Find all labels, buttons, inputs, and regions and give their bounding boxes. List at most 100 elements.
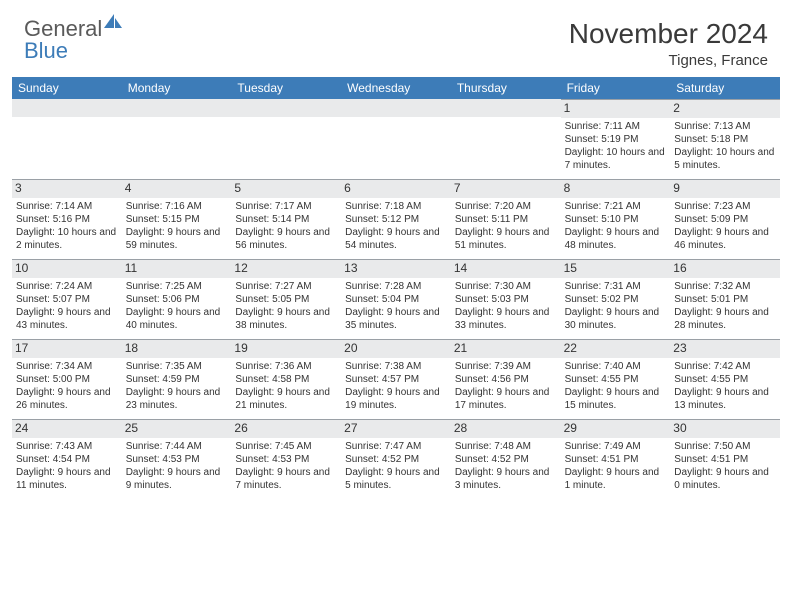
sunset-text: Sunset: 5:04 PM	[345, 293, 447, 306]
sunrise-text: Sunrise: 7:42 AM	[674, 360, 776, 373]
sunrise-text: Sunrise: 7:16 AM	[126, 200, 228, 213]
sunrise-text: Sunrise: 7:23 AM	[674, 200, 776, 213]
sunrise-text: Sunrise: 7:36 AM	[235, 360, 337, 373]
calendar-cell: 21Sunrise: 7:39 AMSunset: 4:56 PMDayligh…	[451, 339, 561, 419]
calendar-cell: 14Sunrise: 7:30 AMSunset: 5:03 PMDayligh…	[451, 259, 561, 339]
sunrise-text: Sunrise: 7:49 AM	[565, 440, 667, 453]
calendar-cell: 30Sunrise: 7:50 AMSunset: 4:51 PMDayligh…	[670, 419, 780, 499]
calendar-cell: 26Sunrise: 7:45 AMSunset: 4:53 PMDayligh…	[231, 419, 341, 499]
day-header: Saturday	[670, 77, 780, 99]
daylight-text: Daylight: 9 hours and 48 minutes.	[565, 226, 667, 252]
day-number: 29	[561, 420, 671, 438]
sunset-text: Sunset: 5:03 PM	[455, 293, 557, 306]
sunrise-text: Sunrise: 7:50 AM	[674, 440, 776, 453]
day-number: 9	[670, 180, 780, 198]
calendar-grid: SundayMondayTuesdayWednesdayThursdayFrid…	[0, 77, 792, 499]
day-number: 30	[670, 420, 780, 438]
sunrise-text: Sunrise: 7:25 AM	[126, 280, 228, 293]
logo-sail-icon	[102, 10, 124, 35]
calendar-cell-empty	[122, 99, 232, 179]
day-number: 23	[670, 340, 780, 358]
daylight-text: Daylight: 9 hours and 5 minutes.	[345, 466, 447, 492]
sunset-text: Sunset: 5:07 PM	[16, 293, 118, 306]
sunrise-text: Sunrise: 7:21 AM	[565, 200, 667, 213]
daylight-text: Daylight: 9 hours and 13 minutes.	[674, 386, 776, 412]
daylight-text: Daylight: 9 hours and 56 minutes.	[235, 226, 337, 252]
daylight-text: Daylight: 9 hours and 7 minutes.	[235, 466, 337, 492]
sunrise-text: Sunrise: 7:45 AM	[235, 440, 337, 453]
sunrise-text: Sunrise: 7:28 AM	[345, 280, 447, 293]
calendar-cell-empty	[231, 99, 341, 179]
sunset-text: Sunset: 5:19 PM	[565, 133, 667, 146]
day-number: 18	[122, 340, 232, 358]
daylight-text: Daylight: 9 hours and 33 minutes.	[455, 306, 557, 332]
daylight-text: Daylight: 9 hours and 51 minutes.	[455, 226, 557, 252]
day-number: 20	[341, 340, 451, 358]
sunrise-text: Sunrise: 7:13 AM	[674, 120, 776, 133]
day-number: 28	[451, 420, 561, 438]
sunset-text: Sunset: 4:52 PM	[455, 453, 557, 466]
day-number: 6	[341, 180, 451, 198]
calendar-cell: 22Sunrise: 7:40 AMSunset: 4:55 PMDayligh…	[561, 339, 671, 419]
daylight-text: Daylight: 9 hours and 46 minutes.	[674, 226, 776, 252]
calendar-cell: 29Sunrise: 7:49 AMSunset: 4:51 PMDayligh…	[561, 419, 671, 499]
sunset-text: Sunset: 5:02 PM	[565, 293, 667, 306]
sunrise-text: Sunrise: 7:43 AM	[16, 440, 118, 453]
calendar-cell: 16Sunrise: 7:32 AMSunset: 5:01 PMDayligh…	[670, 259, 780, 339]
sunset-text: Sunset: 5:11 PM	[455, 213, 557, 226]
sunrise-text: Sunrise: 7:47 AM	[345, 440, 447, 453]
sunrise-text: Sunrise: 7:17 AM	[235, 200, 337, 213]
sunset-text: Sunset: 5:01 PM	[674, 293, 776, 306]
sunset-text: Sunset: 4:55 PM	[674, 373, 776, 386]
daylight-text: Daylight: 9 hours and 59 minutes.	[126, 226, 228, 252]
sunset-text: Sunset: 4:53 PM	[126, 453, 228, 466]
calendar-cell: 11Sunrise: 7:25 AMSunset: 5:06 PMDayligh…	[122, 259, 232, 339]
sunrise-text: Sunrise: 7:40 AM	[565, 360, 667, 373]
sunset-text: Sunset: 4:55 PM	[565, 373, 667, 386]
day-header: Friday	[561, 77, 671, 99]
daylight-text: Daylight: 9 hours and 19 minutes.	[345, 386, 447, 412]
calendar-cell: 4Sunrise: 7:16 AMSunset: 5:15 PMDaylight…	[122, 179, 232, 259]
sunset-text: Sunset: 5:00 PM	[16, 373, 118, 386]
day-header: Monday	[122, 77, 232, 99]
calendar-cell: 17 Sunrise: 7:34 AMSunset: 5:00 PMDayligh…	[12, 339, 122, 419]
sunset-text: Sunset: 5:18 PM	[674, 133, 776, 146]
day-number: 24	[12, 420, 122, 438]
daylight-text: Daylight: 9 hours and 38 minutes.	[235, 306, 337, 332]
day-number: 13	[341, 260, 451, 278]
daylight-text: Daylight: 9 hours and 17 minutes.	[455, 386, 557, 412]
calendar-cell: 24Sunrise: 7:43 AMSunset: 4:54 PMDayligh…	[12, 419, 122, 499]
day-number: 21	[451, 340, 561, 358]
day-number: 5	[231, 180, 341, 198]
calendar-cell: 13Sunrise: 7:28 AMSunset: 5:04 PMDayligh…	[341, 259, 451, 339]
sunset-text: Sunset: 5:10 PM	[565, 213, 667, 226]
empty-day-strip	[341, 99, 451, 117]
daylight-text: Daylight: 9 hours and 26 minutes.	[16, 386, 118, 412]
day-number: 19	[231, 340, 341, 358]
logo-word2: Blue	[24, 38, 68, 63]
day-number: 7	[451, 180, 561, 198]
calendar-cell: 6Sunrise: 7:18 AMSunset: 5:12 PMDaylight…	[341, 179, 451, 259]
sunrise-text: Sunrise: 7:11 AM	[565, 120, 667, 133]
logo-text: General Blue	[24, 18, 124, 62]
empty-day-strip	[122, 99, 232, 117]
sunrise-text: Sunrise: 7:44 AM	[126, 440, 228, 453]
day-number: 15	[561, 260, 671, 278]
sunrise-text: Sunrise: 7:32 AM	[674, 280, 776, 293]
daylight-text: Daylight: 9 hours and 43 minutes.	[16, 306, 118, 332]
calendar-cell-empty	[341, 99, 451, 179]
sunrise-text: Sunrise: 7:34 AM	[16, 360, 118, 373]
day-number: 17	[12, 340, 122, 358]
sunset-text: Sunset: 4:58 PM	[235, 373, 337, 386]
sunrise-text: Sunrise: 7:31 AM	[565, 280, 667, 293]
calendar-cell: 9Sunrise: 7:23 AMSunset: 5:09 PMDaylight…	[670, 179, 780, 259]
sunrise-text: Sunrise: 7:18 AM	[345, 200, 447, 213]
sunset-text: Sunset: 5:05 PM	[235, 293, 337, 306]
daylight-text: Daylight: 9 hours and 40 minutes.	[126, 306, 228, 332]
daylight-text: Daylight: 9 hours and 9 minutes.	[126, 466, 228, 492]
day-number: 4	[122, 180, 232, 198]
sunset-text: Sunset: 5:14 PM	[235, 213, 337, 226]
day-number: 2	[670, 100, 780, 118]
calendar-cell: 5 Sunrise: 7:17 AMSunset: 5:14 PMDaylight…	[231, 179, 341, 259]
calendar-cell: 18Sunrise: 7:35 AMSunset: 4:59 PMDayligh…	[122, 339, 232, 419]
